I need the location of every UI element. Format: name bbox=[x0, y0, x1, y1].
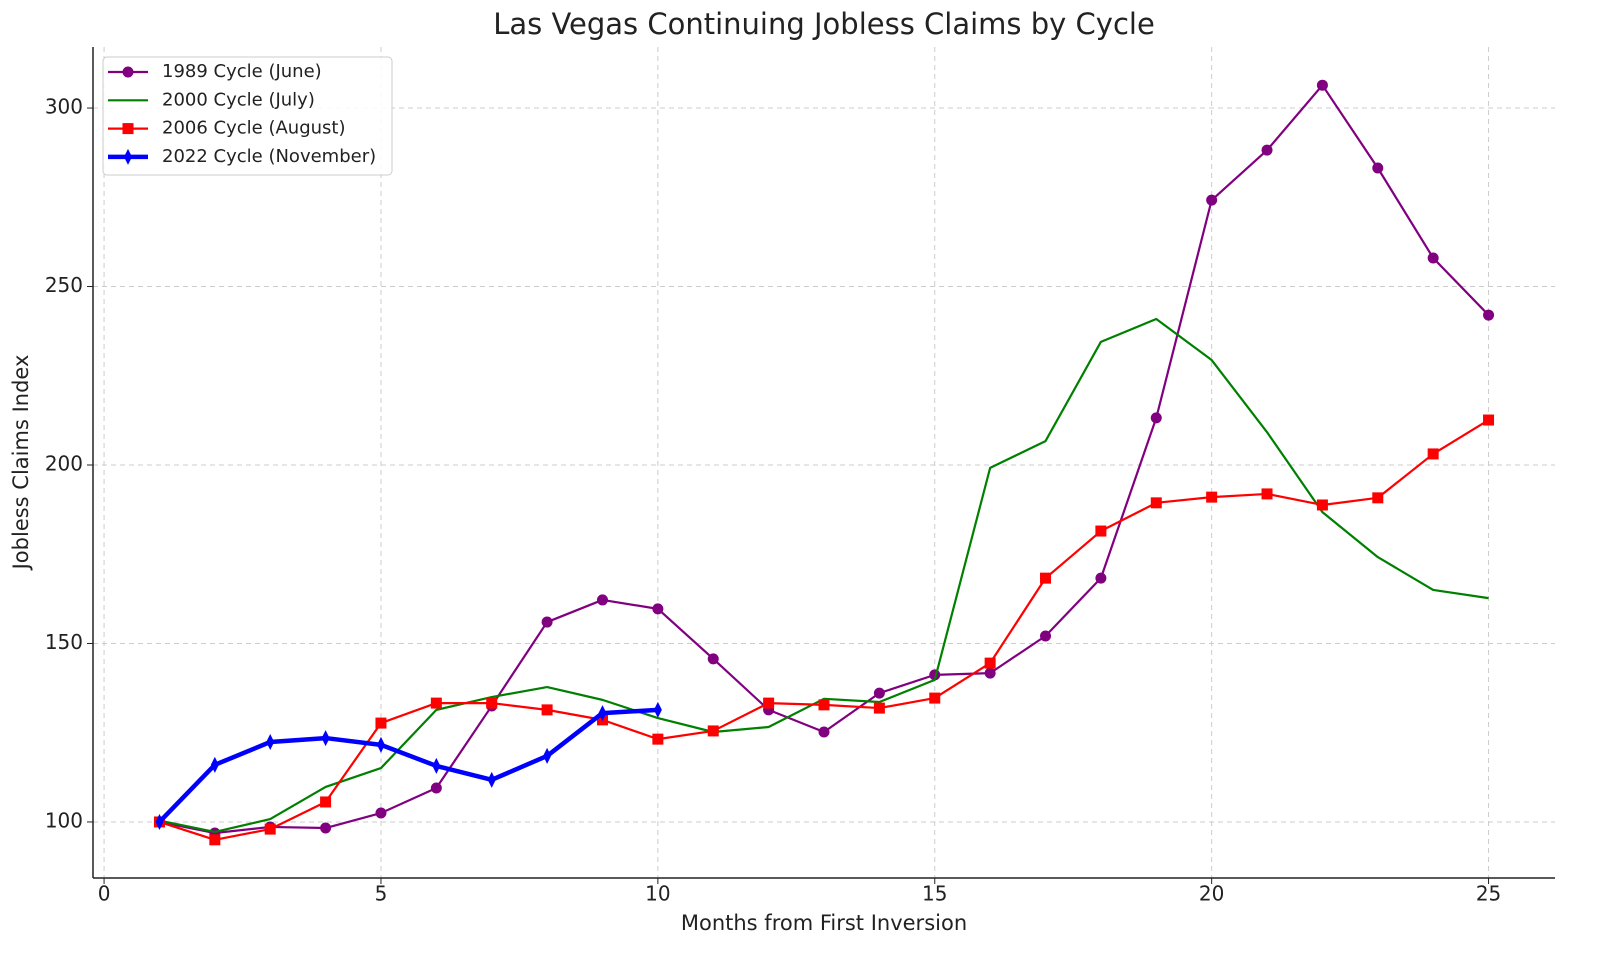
marker bbox=[264, 823, 276, 835]
x-tick-label: 10 bbox=[645, 882, 670, 906]
marker bbox=[1316, 79, 1328, 91]
marker bbox=[984, 667, 996, 679]
marker bbox=[375, 807, 387, 819]
marker bbox=[1483, 309, 1495, 321]
marker bbox=[541, 616, 553, 628]
marker bbox=[376, 736, 385, 753]
x-tick-label: 20 bbox=[1199, 882, 1224, 906]
marker bbox=[653, 701, 662, 718]
marker bbox=[320, 796, 332, 808]
marker bbox=[1095, 572, 1107, 584]
marker bbox=[707, 725, 719, 737]
marker bbox=[873, 702, 885, 714]
series-line bbox=[159, 84, 1490, 835]
x-tick-label: 25 bbox=[1476, 882, 1501, 906]
x-tick-label: 5 bbox=[375, 882, 388, 906]
marker bbox=[984, 657, 996, 669]
marker bbox=[596, 594, 608, 606]
marker bbox=[432, 757, 441, 774]
marker bbox=[541, 704, 553, 716]
marker bbox=[321, 730, 330, 747]
marker bbox=[543, 747, 552, 764]
y-axis-label: Jobless Claims Index bbox=[9, 355, 33, 572]
grid bbox=[93, 47, 1555, 878]
marker bbox=[1427, 252, 1439, 264]
y-tick-label: 100 bbox=[45, 808, 83, 832]
marker bbox=[155, 813, 164, 830]
marker bbox=[320, 822, 332, 834]
legend-label: 1989 Cycle (June) bbox=[162, 61, 322, 82]
legend-box bbox=[102, 56, 393, 176]
y-tick-label: 200 bbox=[45, 451, 83, 475]
marker bbox=[873, 687, 885, 699]
marker bbox=[1040, 572, 1052, 584]
legend: 1989 Cycle (June) 2000 Cycle (July) 2006 C… bbox=[102, 56, 393, 176]
x-axis-label: Months from First Inversion bbox=[681, 911, 967, 935]
marker bbox=[652, 603, 664, 615]
series-line bbox=[159, 419, 1490, 841]
marker bbox=[1261, 144, 1273, 156]
marker bbox=[1372, 492, 1384, 504]
legend-label: 2022 Cycle (November) bbox=[162, 146, 376, 167]
chart-title: Las Vegas Continuing Jobless Claims by C… bbox=[493, 7, 1155, 41]
marker bbox=[1261, 488, 1273, 500]
y-tick-label: 250 bbox=[45, 273, 83, 297]
marker bbox=[818, 699, 830, 711]
y-tick-label: 150 bbox=[45, 630, 83, 654]
marker bbox=[209, 834, 221, 846]
series-line bbox=[159, 317, 1489, 834]
x-tick-label: 15 bbox=[922, 882, 947, 906]
marker bbox=[1316, 499, 1328, 511]
marker bbox=[818, 726, 830, 738]
marker bbox=[1040, 630, 1052, 642]
marker bbox=[1150, 412, 1162, 424]
marker bbox=[652, 733, 664, 745]
marker bbox=[1372, 162, 1384, 174]
marker bbox=[266, 733, 275, 750]
marker bbox=[707, 653, 719, 665]
marker bbox=[1206, 491, 1218, 503]
marker bbox=[1095, 525, 1107, 537]
legend-label: 2006 Cycle (August) bbox=[162, 118, 345, 139]
marker bbox=[122, 123, 134, 135]
marker bbox=[1427, 448, 1439, 460]
marker bbox=[1483, 414, 1495, 426]
marker bbox=[487, 771, 496, 788]
marker bbox=[210, 756, 219, 773]
marker bbox=[375, 717, 387, 729]
series-line bbox=[157, 707, 658, 824]
marker bbox=[430, 697, 442, 709]
y-tick-label: 300 bbox=[45, 95, 83, 119]
marker bbox=[486, 697, 498, 709]
marker bbox=[430, 782, 442, 794]
marker bbox=[1206, 194, 1218, 206]
marker bbox=[763, 697, 775, 709]
marker bbox=[124, 148, 132, 165]
marker bbox=[1150, 497, 1162, 509]
x-tick-label: 0 bbox=[98, 882, 111, 906]
marker bbox=[122, 66, 134, 78]
marker bbox=[598, 705, 607, 722]
marker bbox=[929, 692, 941, 704]
legend-label: 2000 Cycle (July) bbox=[162, 89, 315, 110]
